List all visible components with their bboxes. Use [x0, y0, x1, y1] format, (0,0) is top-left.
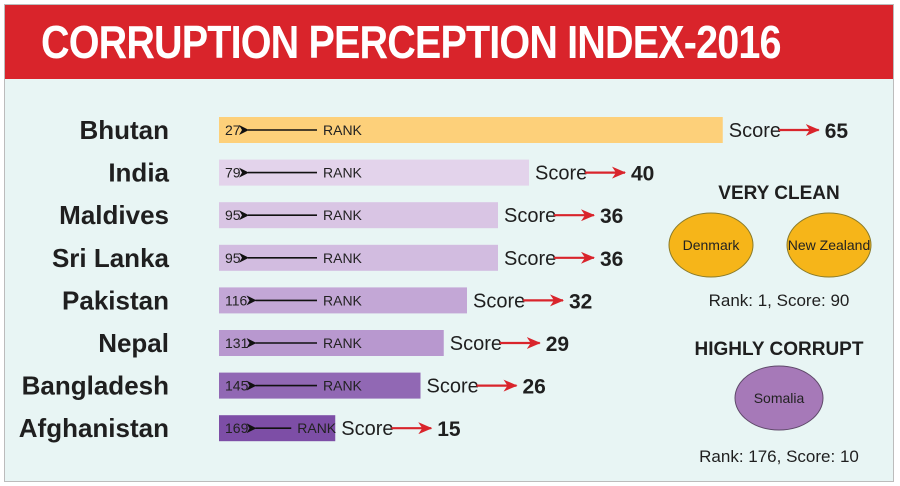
country-label-maldives: Maldives	[59, 200, 169, 230]
bar-bangladesh	[219, 372, 421, 399]
rank-label-nepal: RANK	[323, 335, 363, 351]
infographic-frame: CORRUPTION PERCEPTION INDEX-2016 Bhutan 2…	[4, 4, 894, 482]
score-label-maldives: Score	[504, 205, 556, 227]
score-label-sri-lanka: Score	[504, 248, 556, 270]
country-label-india: India	[108, 158, 169, 188]
title-banner: CORRUPTION PERCEPTION INDEX-2016	[5, 5, 893, 79]
rank-value-pakistan: 116	[225, 292, 248, 308]
rank-value-nepal: 131	[225, 335, 249, 351]
rank-value-sri-lanka: 95	[225, 250, 241, 266]
score-value-bhutan: 65	[825, 120, 849, 143]
rank-label-india: RANK	[323, 165, 363, 181]
country-label-nepal: Nepal	[98, 328, 169, 358]
rank-value-india: 79	[225, 165, 241, 181]
score-value-bangladesh: 26	[523, 376, 546, 399]
rank-value-afghanistan: 169	[225, 420, 249, 436]
very-clean-caption: Rank: 1, Score: 90	[709, 291, 850, 310]
score-label-bangladesh: Score	[427, 376, 479, 398]
score-label-pakistan: Score	[473, 290, 525, 312]
rank-label-bangladesh: RANK	[323, 378, 363, 394]
country-label-afghanistan: Afghanistan	[19, 413, 169, 443]
country-label-bangladesh: Bangladesh	[22, 371, 169, 401]
score-value-maldives: 36	[600, 205, 623, 228]
highly-corrupt-caption: Rank: 176, Score: 10	[699, 447, 859, 466]
somalia-oval	[734, 365, 824, 431]
rank-value-bangladesh: 145	[225, 378, 249, 394]
rank-value-bhutan: 27	[225, 122, 241, 138]
score-value-nepal: 29	[546, 333, 569, 356]
score-label-bhutan: Score	[729, 120, 781, 142]
country-label-pakistan: Pakistan	[62, 285, 169, 315]
score-value-afghanistan: 15	[437, 418, 461, 441]
score-label-nepal: Score	[450, 333, 502, 355]
denmark-label: Denmark	[683, 237, 741, 253]
country-label-sri-lanka: Sri Lanka	[52, 243, 170, 273]
highly-corrupt-heading: HIGHLY CORRUPT	[695, 339, 864, 360]
new-zealand-label: New Zealand	[788, 237, 871, 253]
rank-value-maldives: 95	[225, 207, 241, 223]
rank-label-bhutan: RANK	[323, 122, 363, 138]
rank-label-maldives: RANK	[323, 207, 363, 223]
country-label-bhutan: Bhutan	[79, 115, 169, 145]
score-label-afghanistan: Score	[341, 418, 393, 440]
score-label-india: Score	[535, 163, 587, 185]
very-clean-heading: VERY CLEAN	[718, 183, 839, 204]
rank-label-pakistan: RANK	[323, 292, 363, 308]
rank-label-afghanistan: RANK	[297, 420, 337, 436]
chart-title: CORRUPTION PERCEPTION INDEX-2016	[41, 16, 782, 68]
new-zealand-oval	[786, 212, 872, 278]
score-value-sri-lanka: 36	[600, 248, 623, 271]
somalia-label: Somalia	[754, 390, 805, 406]
score-value-pakistan: 32	[569, 290, 592, 313]
denmark-oval	[668, 212, 754, 278]
rank-label-sri-lanka: RANK	[323, 250, 363, 266]
score-value-india: 40	[631, 163, 654, 186]
